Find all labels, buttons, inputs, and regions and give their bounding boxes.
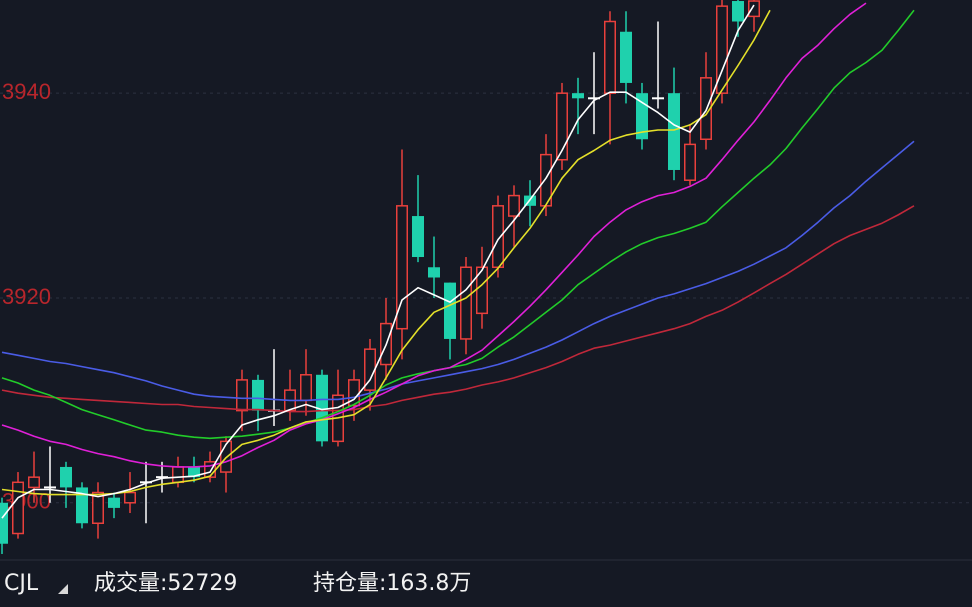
candle-body	[556, 92, 568, 161]
candle-body	[0, 502, 8, 544]
candle-body	[444, 282, 456, 339]
moving-average-line	[1, 4, 755, 519]
grid	[0, 92, 972, 504]
candle-body	[620, 31, 632, 83]
candle-body	[716, 5, 728, 94]
volume-text: 成交量:52729	[94, 571, 237, 596]
candle-body	[76, 487, 88, 524]
candle-body	[60, 466, 72, 488]
candle-body	[428, 267, 440, 278]
moving-average-line	[1, 9, 915, 440]
candle-body	[604, 20, 616, 94]
candle-body	[412, 216, 424, 258]
candle-body	[12, 481, 24, 535]
candle-body	[204, 461, 216, 478]
candle-body	[732, 1, 744, 22]
candle-body	[252, 379, 264, 411]
candle-body	[188, 466, 200, 478]
candle-body	[172, 466, 184, 484]
y-tick-label: 3920	[2, 284, 51, 309]
moving-average-line	[1, 205, 915, 413]
moving-average-line	[1, 9, 771, 496]
open-interest-text: 持仓量:163.8万	[313, 571, 471, 596]
candle-body	[476, 266, 488, 315]
indicator-dropdown[interactable]	[58, 584, 68, 594]
candle-body	[300, 374, 312, 402]
moving-average-line	[1, 140, 915, 402]
candle-body	[108, 497, 120, 508]
candle-body	[316, 374, 328, 442]
moving-average-line	[1, 2, 867, 468]
candle-body	[396, 205, 408, 330]
indicator-name[interactable]: CJL	[4, 571, 39, 596]
candle-body	[748, 0, 760, 18]
candle-body	[92, 491, 104, 525]
candle-body	[684, 143, 696, 181]
candle-body	[28, 476, 40, 489]
candle-body	[492, 205, 504, 269]
candle-body	[668, 93, 680, 170]
candle-body	[236, 379, 248, 412]
plot-area	[0, 0, 915, 554]
y-tick-label: 3940	[2, 79, 51, 104]
candle-body	[460, 266, 472, 340]
candle-body	[572, 93, 584, 99]
candle-body	[508, 194, 520, 217]
candle-body	[124, 491, 136, 504]
